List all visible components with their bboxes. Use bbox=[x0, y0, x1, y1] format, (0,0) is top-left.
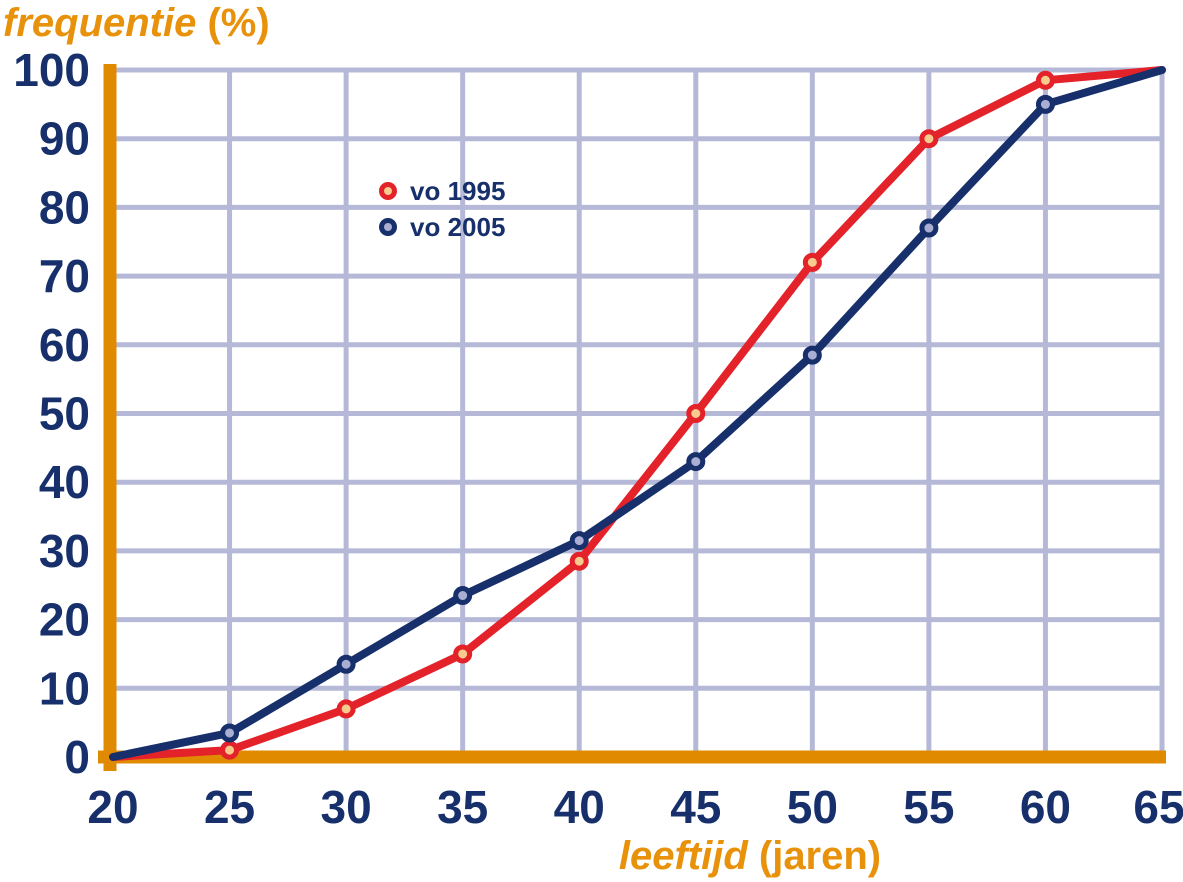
y-tick-label: 70 bbox=[39, 250, 90, 302]
x-axis-title-word: leeftijd bbox=[618, 834, 748, 878]
x-tick-label: 45 bbox=[670, 781, 721, 833]
data-point-marker bbox=[919, 129, 939, 149]
legend-marker-circle-icon bbox=[379, 218, 397, 236]
x-tick-label: 55 bbox=[903, 781, 954, 833]
data-point-marker bbox=[686, 452, 706, 472]
x-tick-label: 20 bbox=[87, 781, 138, 833]
legend-item-vo-1995: vo 1995 bbox=[379, 173, 505, 209]
data-point-marker bbox=[802, 345, 822, 365]
data-point-marker bbox=[919, 218, 939, 238]
legend-label: vo 2005 bbox=[410, 212, 506, 242]
data-point-marker bbox=[1035, 94, 1055, 114]
data-point-marker bbox=[569, 531, 589, 551]
x-tick-label: 60 bbox=[1020, 781, 1071, 833]
x-tick-label: 25 bbox=[204, 781, 255, 833]
x-tick-label: 65 bbox=[1133, 781, 1183, 833]
data-point-marker bbox=[453, 644, 473, 664]
data-point-marker bbox=[220, 723, 240, 743]
y-tick-label: 10 bbox=[39, 662, 90, 714]
x-tick-label: 30 bbox=[321, 781, 372, 833]
data-point-marker bbox=[569, 551, 589, 571]
x-tick-label: 35 bbox=[437, 781, 488, 833]
y-tick-label: 100 bbox=[13, 44, 90, 96]
series-line-vo-2005 bbox=[109, 66, 1166, 761]
y-tick-label: 30 bbox=[39, 525, 90, 577]
x-tick-label: 40 bbox=[554, 781, 605, 833]
series-line-vo-1995 bbox=[109, 66, 1166, 761]
legend: vo 1995 vo 2005 bbox=[379, 173, 505, 245]
legend-marker-circle-icon bbox=[379, 182, 397, 200]
y-tick-label: 0 bbox=[64, 731, 90, 783]
x-axis-title: leeftijd (jaren) bbox=[540, 834, 960, 878]
y-tick-label: 80 bbox=[39, 181, 90, 233]
legend-label: vo 1995 bbox=[410, 176, 506, 206]
y-tick-label: 90 bbox=[39, 113, 90, 165]
y-axis-title: frequentie (%) bbox=[3, 1, 270, 45]
y-axis-title-word: frequentie bbox=[3, 1, 197, 45]
data-point-marker bbox=[453, 586, 473, 606]
y-tick-label: 20 bbox=[39, 594, 90, 646]
y-tick-label: 40 bbox=[39, 456, 90, 508]
data-point-marker bbox=[336, 654, 356, 674]
data-point-marker bbox=[802, 252, 822, 272]
data-point-marker bbox=[1035, 70, 1055, 90]
x-tick-label: 50 bbox=[787, 781, 838, 833]
y-tick-label: 50 bbox=[39, 388, 90, 440]
x-axis-title-unit: (jaren) bbox=[747, 834, 882, 878]
data-point-marker bbox=[336, 699, 356, 719]
legend-item-vo-2005: vo 2005 bbox=[379, 209, 505, 245]
y-axis-title-unit: (%) bbox=[196, 1, 270, 45]
y-tick-label: 60 bbox=[39, 319, 90, 371]
data-point-marker bbox=[220, 740, 240, 760]
data-point-marker bbox=[686, 404, 706, 423]
